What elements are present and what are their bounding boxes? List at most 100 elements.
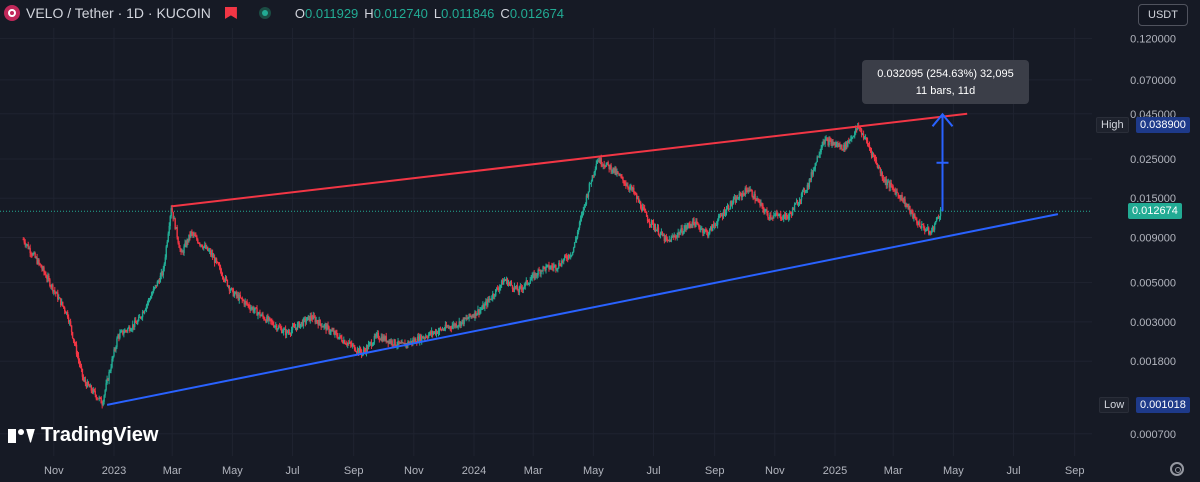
candle-body bbox=[95, 395, 97, 399]
candle-body bbox=[87, 381, 90, 386]
candle-body bbox=[698, 224, 700, 228]
candle-body bbox=[284, 328, 287, 336]
candle-body bbox=[881, 172, 884, 179]
candle-body bbox=[226, 279, 229, 287]
candle-body bbox=[601, 164, 603, 166]
candle-body bbox=[280, 328, 283, 333]
currency-button[interactable]: USDT bbox=[1138, 4, 1188, 26]
candle-body bbox=[118, 335, 120, 338]
candle-body bbox=[926, 230, 928, 232]
candle-body bbox=[647, 221, 650, 223]
candle-body bbox=[542, 266, 544, 271]
candle-body bbox=[922, 223, 924, 225]
candle-body bbox=[932, 226, 935, 230]
candle-body bbox=[388, 340, 390, 344]
candle-body bbox=[763, 209, 765, 213]
candle-body bbox=[266, 316, 268, 323]
candle-body bbox=[410, 340, 412, 343]
candle-body bbox=[699, 227, 701, 230]
candle-body bbox=[160, 271, 163, 276]
candle-body bbox=[810, 172, 813, 180]
candle-body bbox=[873, 155, 876, 159]
last-price-tag: 0.012674 bbox=[1128, 203, 1182, 219]
settings-gear-icon[interactable] bbox=[1170, 462, 1184, 476]
candle-body bbox=[669, 239, 671, 242]
candle-body bbox=[92, 389, 94, 393]
candle-body bbox=[687, 223, 689, 227]
candle-body bbox=[244, 301, 246, 305]
candle-body bbox=[324, 324, 326, 326]
candle-body bbox=[86, 381, 89, 388]
candle-body bbox=[214, 258, 217, 263]
candle-body bbox=[368, 342, 371, 345]
candle-body bbox=[398, 340, 400, 344]
candle-body bbox=[28, 248, 30, 250]
candle-body bbox=[443, 329, 446, 331]
candle-body bbox=[478, 309, 480, 314]
candle-body bbox=[657, 227, 660, 235]
time-tick-label: May bbox=[222, 465, 243, 477]
candle-body bbox=[620, 175, 622, 177]
candle-body bbox=[222, 277, 225, 280]
candle-body bbox=[344, 340, 346, 344]
candle-body bbox=[928, 227, 930, 234]
candle-body bbox=[831, 142, 833, 145]
low-value-tag: 0.001018 bbox=[1136, 397, 1190, 413]
candle-body bbox=[138, 316, 141, 318]
candle-body bbox=[877, 167, 880, 169]
candle-body bbox=[703, 231, 705, 233]
candle-body bbox=[493, 293, 495, 297]
measure-arrow-head bbox=[931, 112, 954, 127]
candle-body bbox=[499, 284, 502, 288]
candle-body bbox=[465, 317, 467, 319]
candle-body bbox=[394, 339, 396, 346]
candle-body bbox=[516, 285, 519, 291]
candle-body bbox=[821, 145, 823, 148]
price-tick-label: 0.070000 bbox=[1130, 75, 1176, 87]
candle-body bbox=[165, 246, 167, 258]
candle-body bbox=[501, 280, 504, 285]
brand-name: TradingView bbox=[41, 424, 159, 446]
candle-body bbox=[637, 198, 639, 200]
candle-body bbox=[370, 342, 373, 347]
candle-body bbox=[146, 302, 149, 306]
candle-body bbox=[320, 323, 322, 327]
candle-body bbox=[487, 298, 489, 306]
candle-body bbox=[609, 165, 611, 170]
candle-body bbox=[906, 204, 908, 206]
candle-body bbox=[560, 265, 562, 267]
candle-body bbox=[316, 320, 318, 323]
candle-body bbox=[479, 310, 481, 314]
candle-body bbox=[638, 198, 640, 203]
flag-icon[interactable] bbox=[224, 7, 237, 19]
candle-body bbox=[253, 310, 255, 312]
candle-body bbox=[769, 215, 771, 219]
candle-body bbox=[276, 325, 278, 330]
price-axis: 0.1200000.0700000.0450000.0250000.015000… bbox=[1092, 28, 1200, 456]
candle-body bbox=[547, 264, 549, 266]
candle-body bbox=[82, 376, 85, 381]
candle-body bbox=[850, 139, 852, 141]
candle-body bbox=[327, 325, 329, 327]
candle-body bbox=[35, 257, 37, 259]
candle-body bbox=[623, 180, 625, 184]
symbol-title[interactable]: VELO / Tether · 1D · KUCOIN bbox=[26, 5, 211, 21]
candle-body bbox=[153, 287, 156, 289]
candle-body bbox=[937, 217, 940, 219]
candle-body bbox=[853, 136, 855, 138]
candle-body bbox=[576, 232, 579, 238]
drawings bbox=[106, 112, 1059, 406]
candle-body bbox=[40, 264, 42, 268]
candle-body bbox=[101, 403, 103, 406]
candle-body bbox=[562, 260, 564, 262]
candle-body bbox=[336, 332, 338, 337]
candle-body bbox=[260, 315, 262, 317]
candle-body bbox=[694, 222, 696, 227]
candle-body bbox=[195, 236, 197, 238]
candle-body bbox=[897, 192, 899, 196]
candle-body bbox=[506, 278, 509, 286]
candle-body bbox=[711, 226, 713, 231]
tradingview-logo[interactable]: TradingView bbox=[8, 424, 158, 447]
candle-body bbox=[652, 222, 655, 228]
